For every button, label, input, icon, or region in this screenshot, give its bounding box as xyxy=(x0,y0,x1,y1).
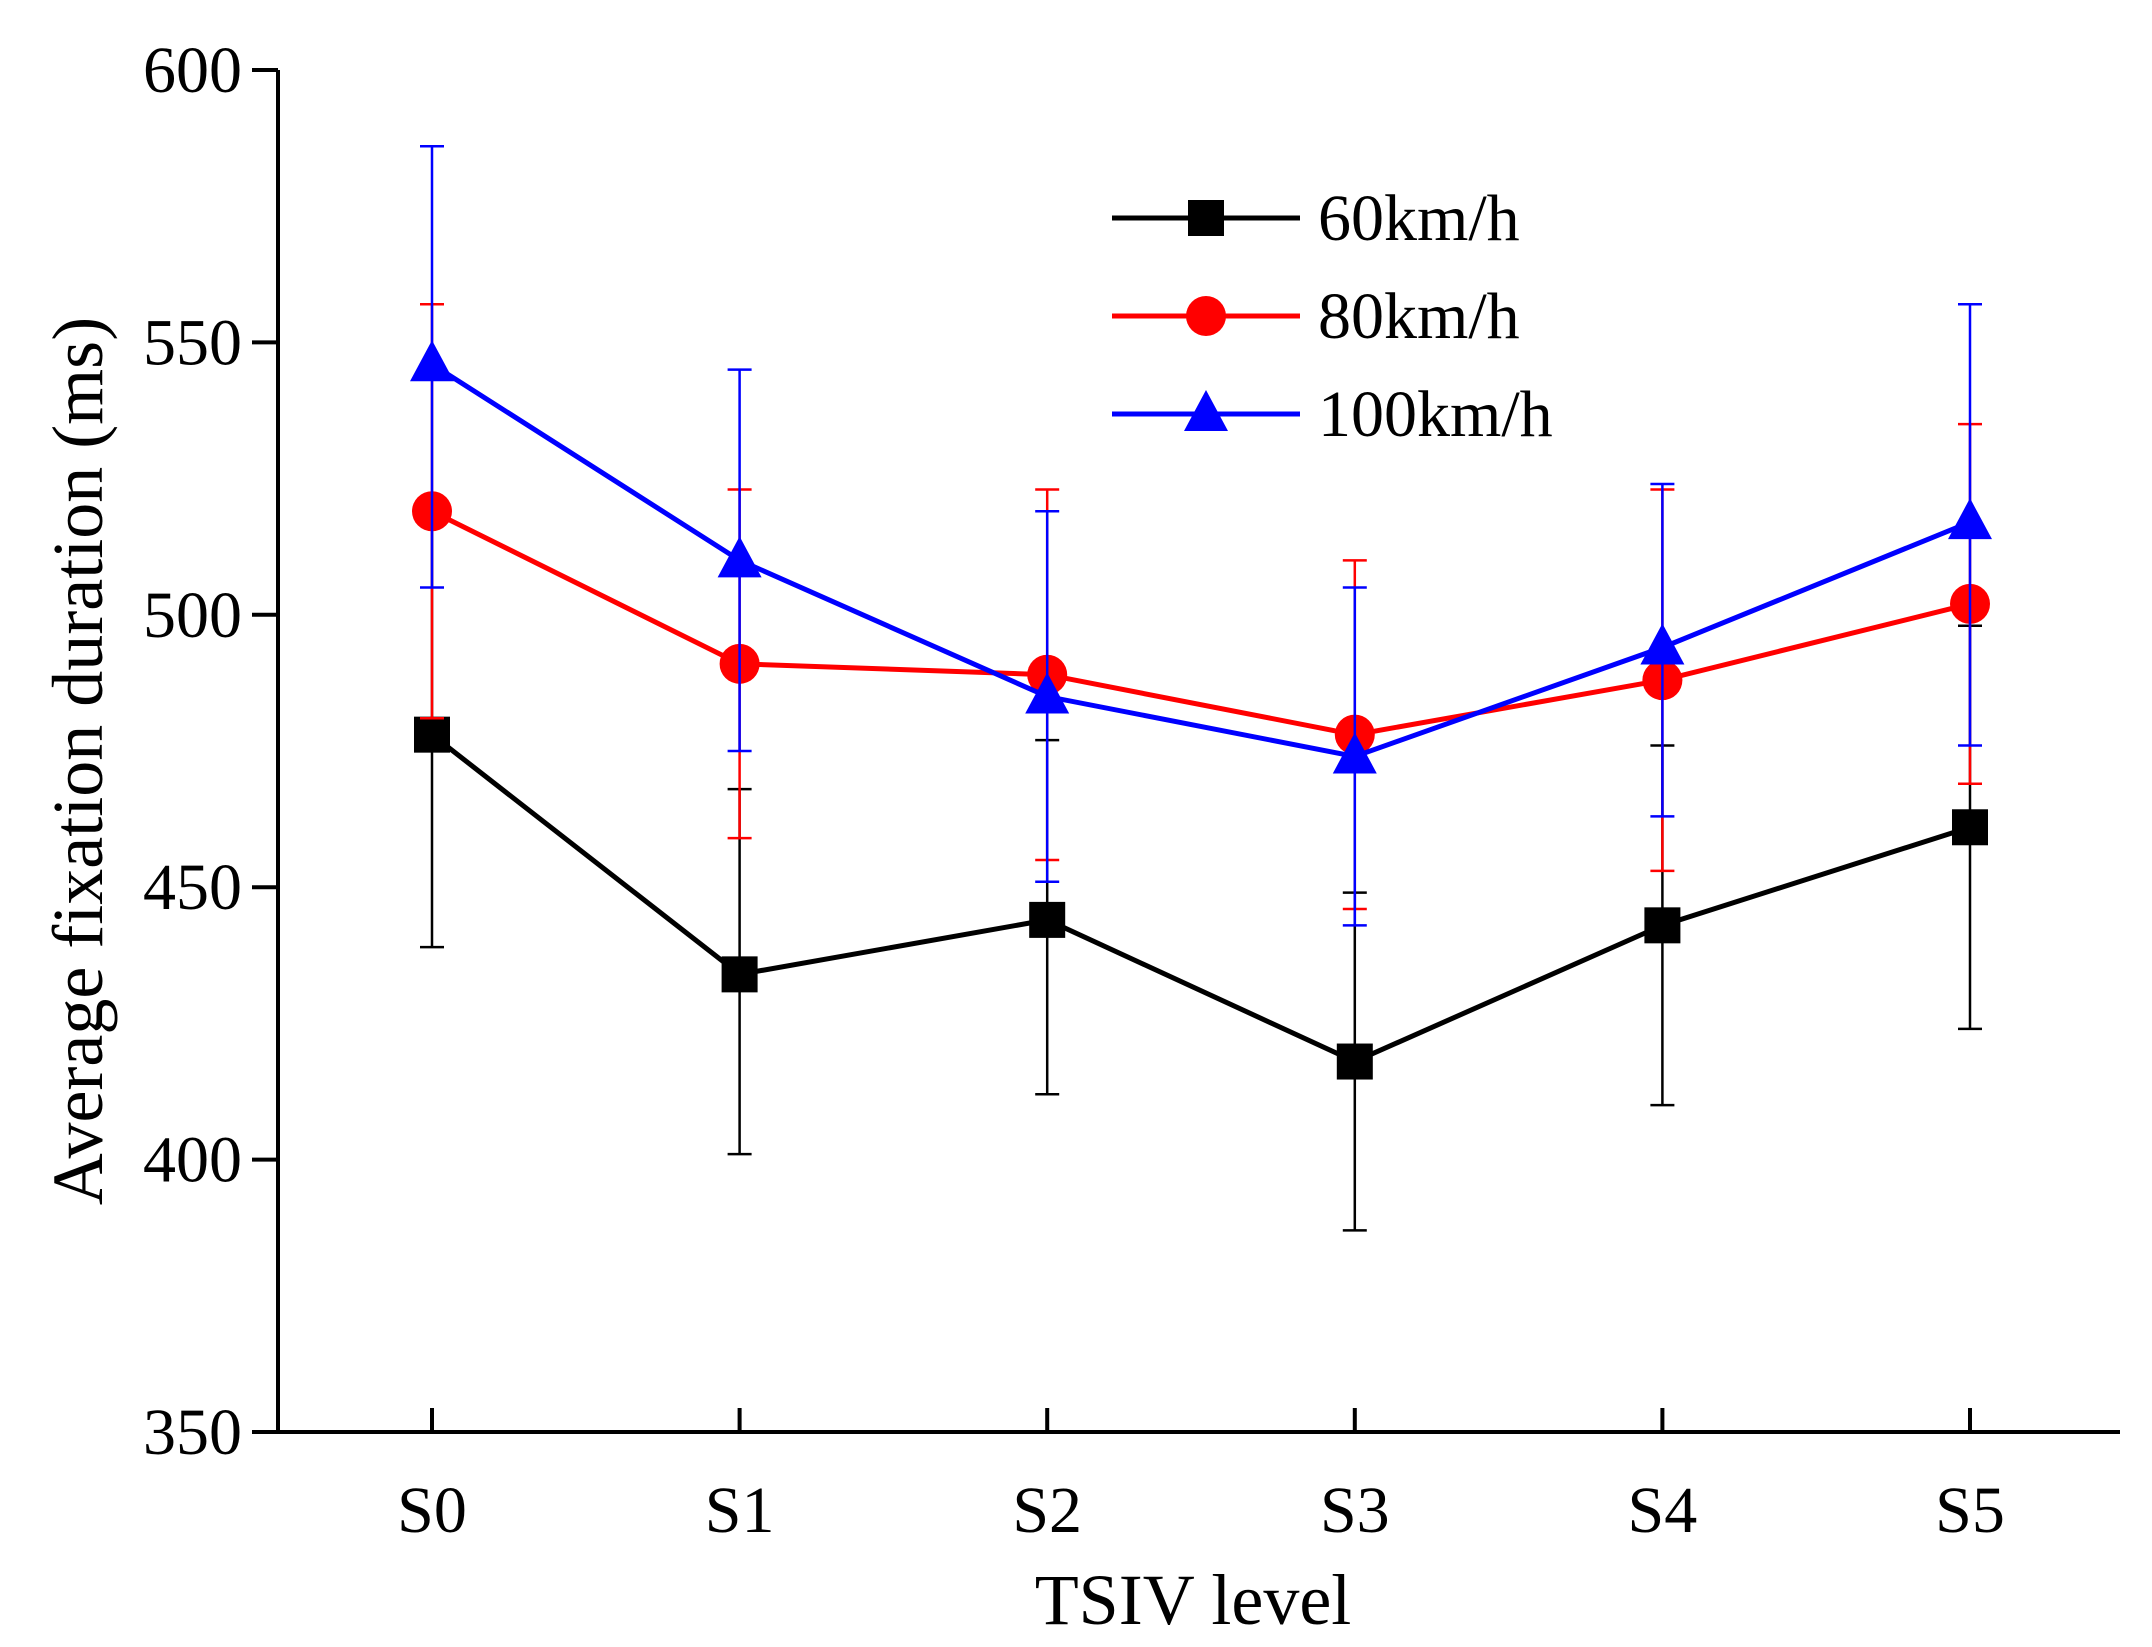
x-axis-title: TSIV level xyxy=(1035,1560,1352,1640)
legend-label: 60km/h xyxy=(1318,182,1520,255)
data-point-marker xyxy=(1186,296,1226,336)
series-80km-h xyxy=(412,303,1990,911)
x-tick-label: S0 xyxy=(397,1474,467,1547)
data-point-marker xyxy=(717,536,762,578)
data-point-marker xyxy=(1644,907,1681,944)
y-tick-label: 350 xyxy=(143,1396,242,1469)
series-100km-h xyxy=(410,145,1992,927)
data-point-marker xyxy=(1188,200,1224,236)
legend-item: 80km/h xyxy=(1112,280,1520,353)
plot-area xyxy=(410,145,1992,1232)
y-ticks: 350 400 450 500 550 600 xyxy=(143,34,278,1469)
series-line xyxy=(430,732,1971,1065)
y-tick-label: 550 xyxy=(143,306,242,379)
data-point-marker xyxy=(1336,1043,1373,1080)
series-line xyxy=(430,509,1971,738)
data-point-marker xyxy=(721,956,758,993)
x-ticks: S0 S1 S2 S3 S4 S5 xyxy=(397,1408,2005,1547)
data-point-marker xyxy=(1025,672,1070,714)
series-line xyxy=(430,362,1971,760)
data-point-marker xyxy=(1952,809,1988,846)
data-point-marker xyxy=(410,340,454,382)
legend-label: 80km/h xyxy=(1318,280,1520,353)
legend: 60km/h 80km/h 100km/h xyxy=(1112,182,1553,451)
y-tick-label: 600 xyxy=(143,34,242,107)
data-point-marker xyxy=(1948,498,1992,540)
x-tick-label: S1 xyxy=(705,1474,775,1547)
y-tick-label: 500 xyxy=(143,579,242,652)
x-tick-label: S2 xyxy=(1012,1474,1082,1547)
data-point-marker xyxy=(1332,732,1377,774)
x-tick-label: S5 xyxy=(1935,1474,2005,1547)
legend-item: 100km/h xyxy=(1112,378,1553,451)
series-60km-h xyxy=(414,515,1988,1232)
data-point-marker xyxy=(1029,901,1066,938)
y-tick-label: 400 xyxy=(143,1124,242,1197)
legend-item: 60km/h xyxy=(1112,182,1520,255)
x-tick-label: S3 xyxy=(1320,1474,1390,1547)
y-tick-label: 450 xyxy=(143,851,242,924)
y-axis-title: Average fixation duration (ms) xyxy=(38,317,118,1205)
legend-label: 100km/h xyxy=(1318,378,1553,451)
data-point-marker xyxy=(1184,390,1228,431)
data-point-marker xyxy=(1640,623,1685,665)
x-tick-label: S4 xyxy=(1628,1474,1698,1547)
data-point-marker xyxy=(414,716,450,753)
axes: 350 400 450 500 550 600 S0 S1 S2 S3 S4 S5 xyxy=(143,34,2120,1547)
